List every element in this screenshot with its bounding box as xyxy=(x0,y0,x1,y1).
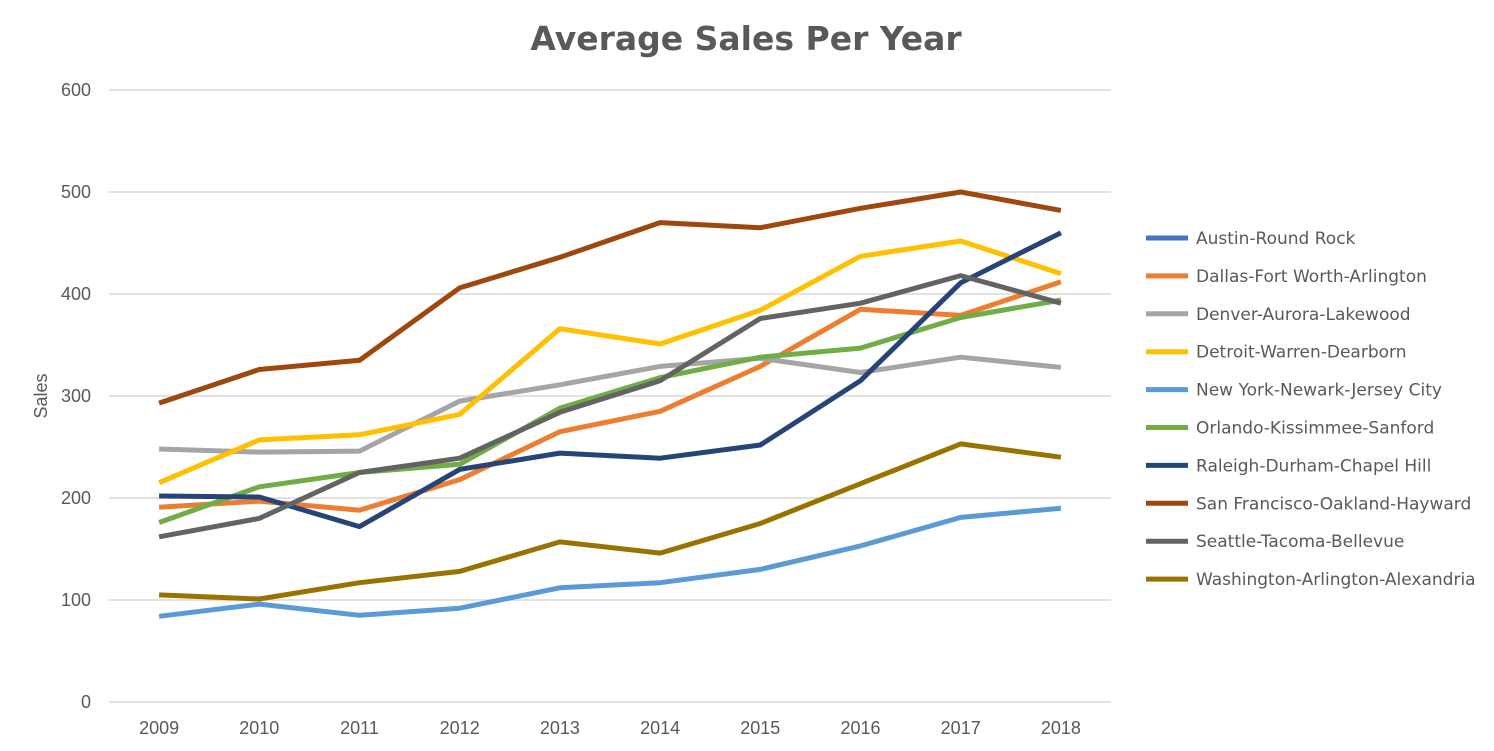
y-axis-ticks: 0 100 200 300 400 500 600 xyxy=(61,80,91,712)
legend-label: San Francisco-Oakland-Hayward xyxy=(1196,494,1471,514)
chart-title: Average Sales Per Year xyxy=(530,19,962,58)
y-tick-label: 400 xyxy=(61,284,91,304)
legend-label: Raleigh-Durham-Chapel Hill xyxy=(1196,456,1431,476)
legend: Austin-Round Rock Dallas-Fort Worth-Arlin… xyxy=(1146,229,1476,590)
legend-label: New York-Newark-Jersey City xyxy=(1196,381,1442,401)
y-tick-label: 100 xyxy=(61,590,91,610)
x-tick-label: 2017 xyxy=(941,718,981,738)
series-line-9 xyxy=(158,441,1062,602)
series-line-3 xyxy=(158,238,1062,485)
y-tick-label: 200 xyxy=(61,488,91,508)
x-tick-label: 2011 xyxy=(340,718,379,738)
series-line-2 xyxy=(159,354,1062,455)
y-tick-label: 0 xyxy=(81,692,91,712)
x-tick-label: 2016 xyxy=(840,718,880,738)
series-line-4 xyxy=(158,505,1062,619)
y-tick-label: 600 xyxy=(61,80,91,100)
legend-label: Orlando-Kissimmee-Sanford xyxy=(1196,419,1434,439)
legend-label: Dallas-Fort Worth-Arlington xyxy=(1196,267,1427,287)
series-line-7 xyxy=(158,189,1062,406)
y-tick-label: 500 xyxy=(61,182,91,202)
x-tick-label: 2018 xyxy=(1041,718,1081,738)
series-line-1 xyxy=(158,279,1062,513)
x-tick-label: 2012 xyxy=(440,718,480,738)
x-tick-label: 2015 xyxy=(740,718,780,738)
legend-label: Detroit-Warren-Dearborn xyxy=(1196,343,1407,363)
gridlines xyxy=(109,89,1111,703)
x-tick-label: 2014 xyxy=(640,718,680,738)
legend-label: Seattle-Tacoma-Bellevue xyxy=(1196,532,1404,552)
y-axis-label: Sales xyxy=(31,373,51,418)
y-tick-label: 300 xyxy=(61,386,91,406)
series-lines xyxy=(158,189,1063,619)
legend-label: Washington-Arlington-Alexandria xyxy=(1196,570,1476,590)
legend-label: Austin-Round Rock xyxy=(1196,229,1356,249)
x-axis-ticks: 2009 2010 2011 2012 2013 2014 2015 2016 2017 2018 xyxy=(139,718,1081,738)
legend-label: Denver-Aurora-Lakewood xyxy=(1196,305,1411,325)
x-tick-label: 2013 xyxy=(540,718,580,738)
x-tick-label: 2009 xyxy=(139,718,179,738)
x-tick-label: 2010 xyxy=(239,718,279,738)
series-line-8 xyxy=(158,273,1062,540)
series-line-6 xyxy=(159,230,1063,530)
series-line-5 xyxy=(158,297,1062,525)
